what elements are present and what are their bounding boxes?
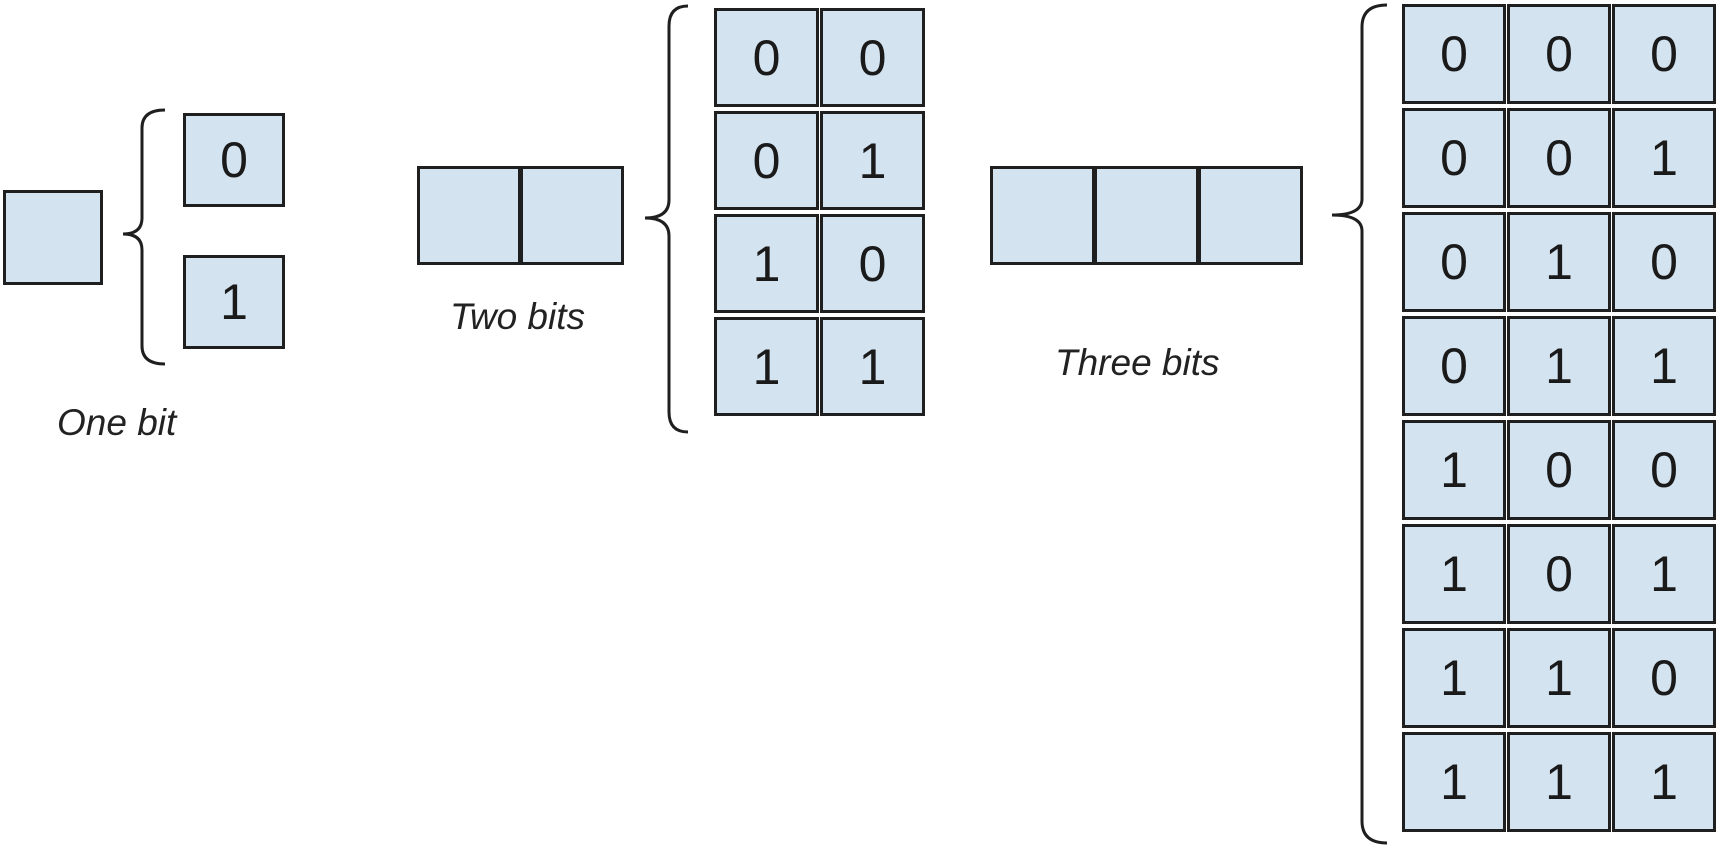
three-bits-bit-cell: 1 — [1507, 316, 1611, 416]
two-bits-empty-cell — [417, 166, 521, 265]
two-bits-bit-cell: 0 — [714, 111, 819, 210]
three-bits-empty-cell — [990, 166, 1095, 265]
three-bits-bit-cell: 1 — [1612, 524, 1716, 624]
three-bits-empty-cell — [1198, 166, 1303, 265]
three-bits-bit-cell: 1 — [1402, 524, 1506, 624]
three-bits-bit-cell: 1 — [1507, 732, 1611, 832]
three-bits-bit-cell: 0 — [1612, 420, 1716, 520]
three-bits-bit-cell: 1 — [1402, 420, 1506, 520]
two-bits-bit-cell: 1 — [820, 317, 925, 416]
three-bits-bit-cell: 1 — [1612, 732, 1716, 832]
two-bits-bit-cell: 1 — [714, 317, 819, 416]
three-bits-bit-cell: 0 — [1402, 108, 1506, 208]
two-bits-bit-cell: 0 — [820, 8, 925, 107]
two-bits-brace — [644, 4, 689, 434]
one-bit-empty-cell — [3, 190, 103, 285]
two-bits-bit-cell: 0 — [820, 214, 925, 313]
two-bits-empty-cell — [520, 166, 624, 265]
three-bits-bit-cell: 0 — [1612, 212, 1716, 312]
three-bits-bit-cell: 1 — [1612, 316, 1716, 416]
three-bits-bit-cell: 0 — [1507, 4, 1611, 104]
three-bits-bit-cell: 0 — [1507, 524, 1611, 624]
three-bits-bit-cell: 0 — [1402, 4, 1506, 104]
one-bit-option-cell: 1 — [183, 255, 285, 349]
three-bits-bit-cell: 0 — [1402, 212, 1506, 312]
three-bits-bit-cell: 1 — [1507, 212, 1611, 312]
three-bits-bit-cell: 1 — [1507, 628, 1611, 728]
two-bits-bit-cell: 0 — [714, 8, 819, 107]
two-bits-label: Two bits — [450, 296, 586, 337]
three-bits-bit-cell: 0 — [1612, 4, 1716, 104]
three-bits-empty-cell — [1094, 166, 1199, 265]
one-bit-option-cell: 0 — [183, 113, 285, 207]
three-bits-bit-cell: 0 — [1507, 108, 1611, 208]
three-bits-bit-cell: 1 — [1402, 628, 1506, 728]
two-bits-bit-cell: 1 — [714, 214, 819, 313]
three-bits-bit-cell: 0 — [1612, 628, 1716, 728]
three-bits-brace — [1331, 3, 1388, 845]
three-bits-bit-cell: 0 — [1507, 420, 1611, 520]
three-bits-bit-cell: 1 — [1402, 732, 1506, 832]
three-bits-bit-cell: 1 — [1612, 108, 1716, 208]
one-bit-brace — [122, 108, 166, 366]
three-bits-bit-cell: 0 — [1402, 316, 1506, 416]
one-bit-label: One bit — [57, 402, 177, 443]
two-bits-bit-cell: 1 — [820, 111, 925, 210]
three-bits-label: Three bits — [1055, 342, 1220, 383]
